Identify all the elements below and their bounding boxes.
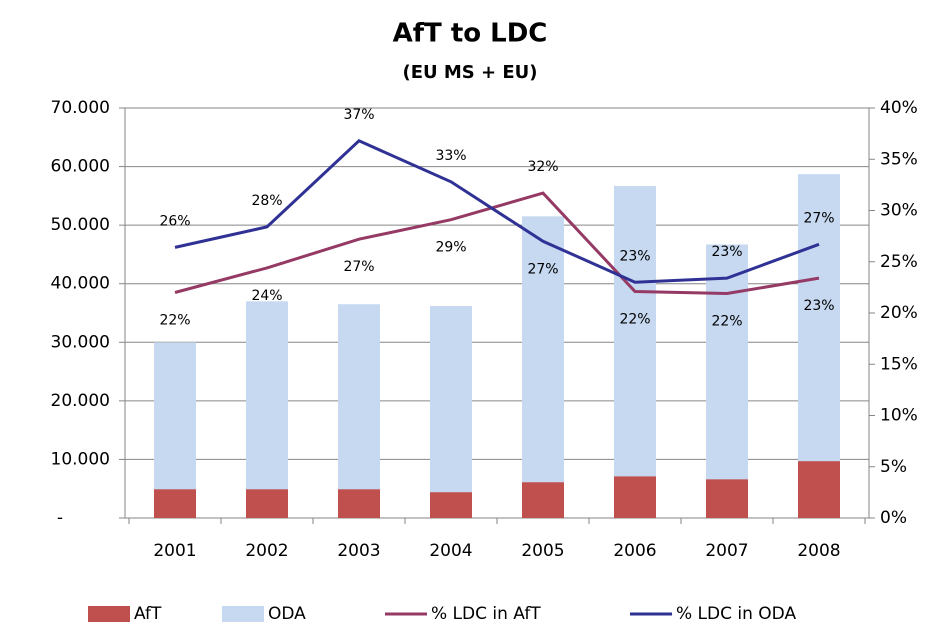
x-tick-label: 2007 [705, 541, 748, 561]
x-tick-label: 2005 [521, 541, 564, 561]
data-label: 24% [251, 288, 282, 304]
data-label: 22% [159, 313, 190, 329]
legend-label: % LDC in ODA [676, 604, 796, 624]
data-label: 23% [711, 244, 742, 260]
x-tick-label: 2003 [337, 541, 380, 561]
bar [614, 185, 656, 518]
y-tick-label: 30.000 [51, 332, 110, 352]
x-tick-label: 2008 [797, 541, 840, 561]
x-tick-label: 2006 [613, 541, 656, 561]
bar [614, 476, 656, 518]
legend-label: ODA [268, 604, 306, 624]
line [174, 139, 820, 284]
data-label: 27% [343, 259, 374, 275]
y-tick-label: 10.000 [51, 449, 110, 469]
y2-tick-label: 25% [880, 252, 918, 272]
bar [338, 489, 380, 518]
bar [522, 216, 564, 518]
y2-tick-label: 40% [880, 98, 918, 118]
bar [522, 482, 564, 518]
x-tick-label: 2004 [429, 541, 472, 561]
bar [246, 301, 288, 518]
x-tick-label: 2001 [153, 541, 196, 561]
data-label: 22% [619, 311, 650, 327]
x-tick-label: 2002 [245, 541, 288, 561]
legend-label: AfT [134, 604, 162, 624]
legend-swatch [222, 606, 264, 622]
data-label: 27% [803, 210, 834, 226]
data-label: 37% [343, 107, 374, 123]
bar [246, 489, 288, 518]
data-label: 22% [711, 314, 742, 330]
bar [154, 489, 196, 518]
bar [798, 461, 840, 518]
data-label: 27% [527, 261, 558, 277]
bar [430, 305, 472, 518]
y-tick-label: - [57, 508, 63, 528]
data-label: 23% [619, 248, 650, 264]
data-label: 33% [435, 148, 466, 164]
bar [430, 492, 472, 518]
y2-tick-label: 5% [880, 457, 907, 477]
y-tick-label: 40.000 [51, 274, 110, 294]
bar [798, 174, 840, 518]
y-tick-label: 70.000 [51, 98, 110, 118]
y-tick-label: 60.000 [51, 157, 110, 177]
y-tick-label: 20.000 [51, 391, 110, 411]
legend-swatch [88, 606, 130, 622]
y2-tick-label: 30% [880, 201, 918, 221]
y2-tick-label: 20% [880, 303, 918, 323]
data-label: 23% [803, 298, 834, 314]
bar [338, 304, 380, 518]
bar [706, 244, 748, 518]
chart-subtitle: (EU MS + EU) [402, 62, 537, 83]
y2-tick-label: 10% [880, 406, 918, 426]
y-tick-label: 50.000 [51, 215, 110, 235]
y2-tick-label: 0% [880, 508, 907, 528]
data-label: 32% [527, 159, 558, 175]
data-label: 28% [251, 193, 282, 209]
chart-title: AfT to LDC [393, 19, 548, 49]
y2-tick-label: 35% [880, 149, 918, 169]
data-label: 29% [435, 240, 466, 256]
legend-label: % LDC in AfT [431, 604, 541, 624]
bar [706, 479, 748, 518]
line [174, 191, 820, 296]
data-label: 26% [159, 213, 190, 229]
bar [154, 342, 196, 518]
y2-tick-label: 15% [880, 354, 918, 374]
